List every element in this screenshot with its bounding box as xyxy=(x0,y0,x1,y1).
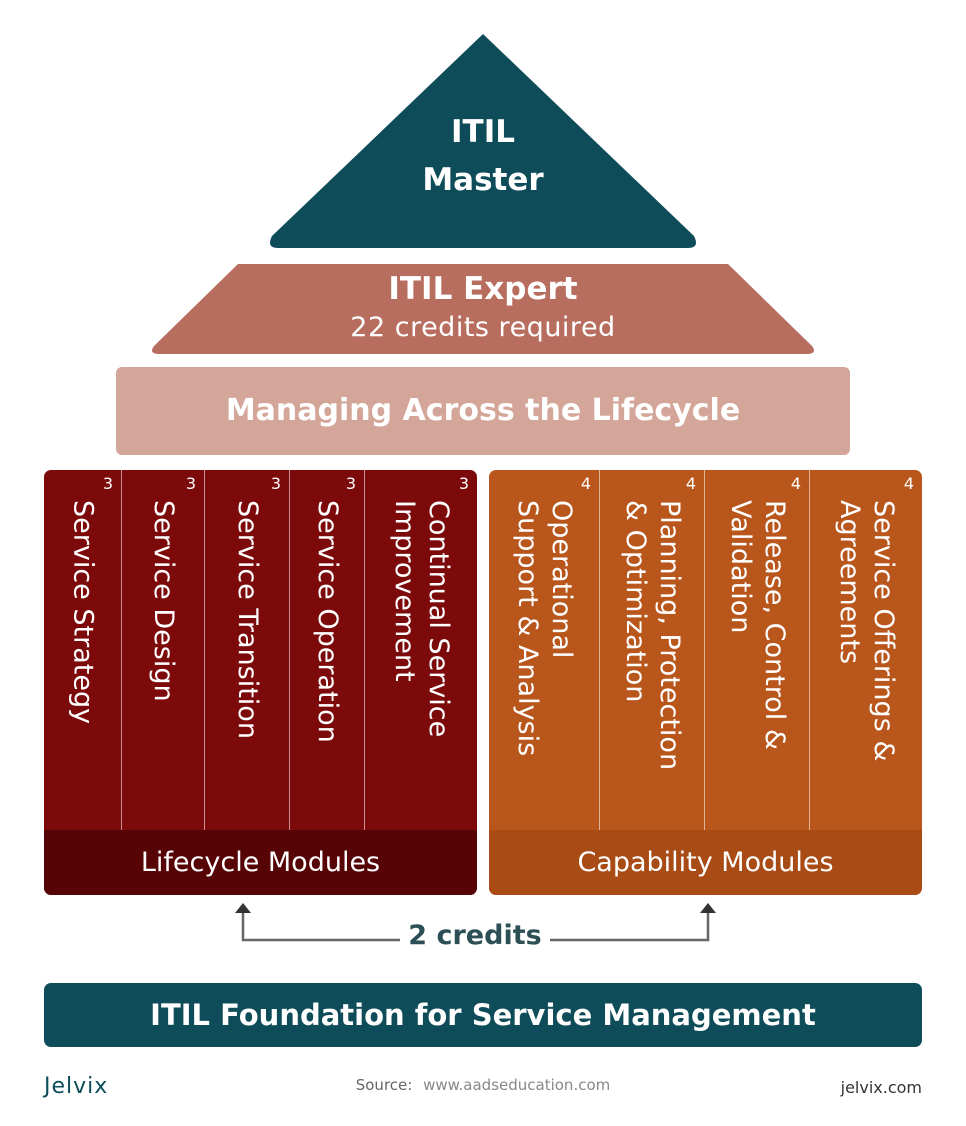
master-line-1: ITIL xyxy=(451,114,515,150)
module-name: Service Transition xyxy=(232,500,263,739)
expert-title: ITIL Expert xyxy=(388,271,578,307)
module-column: 3 Continual Service Improvement xyxy=(365,470,477,830)
module-credits: 4 xyxy=(685,474,696,493)
module-name: Service Offerings & Agreements xyxy=(834,500,899,762)
module-credits: 4 xyxy=(790,474,801,493)
module-credits: 3 xyxy=(185,474,196,493)
module-name: Release, Control & Validation xyxy=(725,500,790,750)
module-credits: 3 xyxy=(458,474,469,493)
itil-master-label: ITIL Master xyxy=(383,108,583,204)
lifecycle-modules-panel: 3 Service Strategy 3 Service Design 3 Se… xyxy=(44,470,477,895)
module-column: 4 Service Offerings & Agreements xyxy=(810,470,922,830)
capability-modules-panel: 4 Operational Support & Analysis 4 Plann… xyxy=(489,470,922,895)
module-name: Service Strategy xyxy=(67,500,99,725)
module-name: Continual Service Improvement xyxy=(389,500,454,738)
source-url[interactable]: www.aadseducation.com xyxy=(423,1076,611,1094)
module-column: 3 Service Operation xyxy=(290,470,365,830)
module-column: 4 Planning, Protection & Optimization xyxy=(600,470,705,830)
module-credits: 3 xyxy=(270,474,281,493)
itil-expert-label: ITIL Expert 22 credits required xyxy=(233,268,733,346)
module-column: 3 Service Transition xyxy=(205,470,290,830)
expert-subtitle: 22 credits required xyxy=(350,312,616,343)
module-credits: 3 xyxy=(102,474,113,493)
module-name: Planning, Protection & Optimization xyxy=(620,500,685,771)
credits-label: 2 credits xyxy=(400,918,550,954)
lifecycle-modules-footer: Lifecycle Modules xyxy=(44,830,477,895)
module-credits: 4 xyxy=(903,474,914,493)
arrow-up-icon xyxy=(235,903,251,913)
module-credits: 3 xyxy=(345,474,356,493)
module-column: 4 Release, Control & Validation xyxy=(705,470,810,830)
managing-across-lifecycle: Managing Across the Lifecycle xyxy=(116,367,850,455)
module-name: Service Operation xyxy=(312,500,343,743)
itil-foundation: ITIL Foundation for Service Management xyxy=(44,983,922,1047)
source-label: Source: xyxy=(355,1076,413,1094)
master-triangle xyxy=(152,34,814,354)
module-column: 3 Service Design xyxy=(122,470,205,830)
source-credit: Source: www.aadseducation.com xyxy=(300,1076,666,1094)
arrow-up-icon xyxy=(700,903,716,913)
expert-trapezoid xyxy=(152,264,814,354)
module-column: 3 Service Strategy xyxy=(44,470,122,830)
module-name: Service Design xyxy=(148,500,179,702)
master-line-2: Master xyxy=(422,162,544,198)
jelvix-logo: Jelvix xyxy=(44,1074,109,1099)
module-column: 4 Operational Support & Analysis xyxy=(489,470,600,830)
module-credits: 4 xyxy=(580,474,591,493)
capability-modules-footer: Capability Modules xyxy=(489,830,922,895)
module-name: Operational Support & Analysis xyxy=(512,500,577,757)
jelvix-site-link[interactable]: jelvix.com xyxy=(840,1078,922,1097)
